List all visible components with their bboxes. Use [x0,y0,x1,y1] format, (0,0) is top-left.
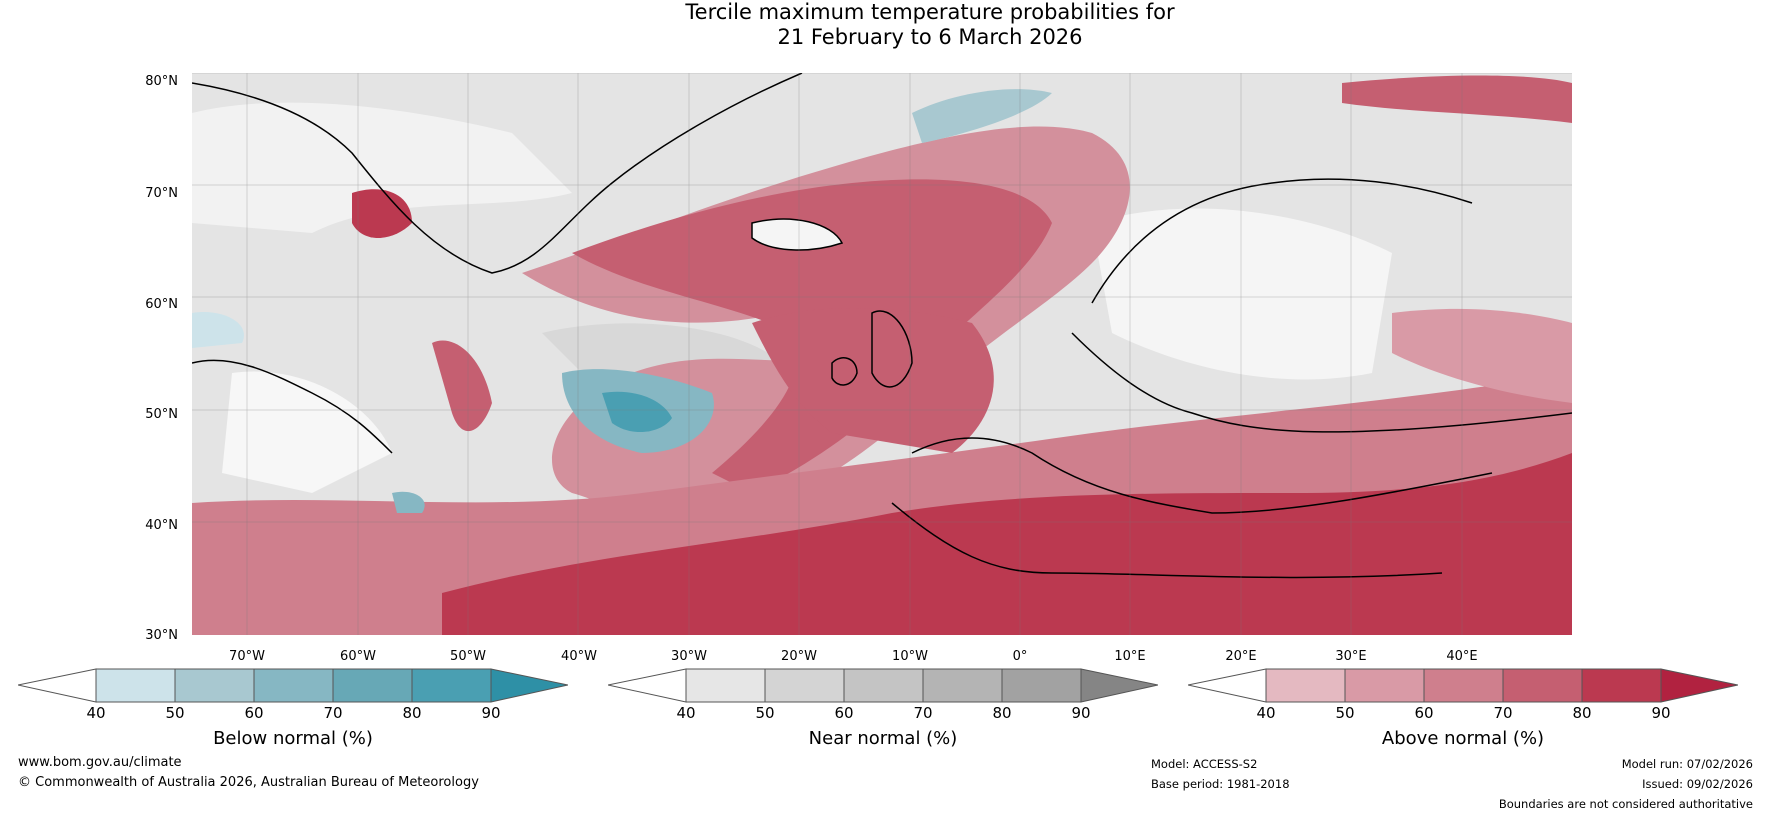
lon-label: 30°W [671,649,707,664]
colorbar-swatch [843,668,924,703]
lon-label: 10°E [1114,649,1146,664]
colorbar-tick: 60 [1414,704,1434,722]
north-america-coast [192,359,393,454]
lon-label: 40°W [561,649,597,664]
near-normal-region [192,102,572,233]
footer-copyright: © Commonwealth of Australia 2026, Austra… [18,775,479,790]
colorbar-label: Below normal (%) [213,728,373,749]
probability-map[interactable] [192,73,1572,635]
colorbar-tick: 80 [1572,704,1592,722]
lon-label: 10°W [892,649,928,664]
colorbar-swatch [764,668,845,703]
above-normal-region [1342,75,1572,123]
colorbar-tick: 40 [1256,704,1276,722]
lon-label: 60°W [340,649,376,664]
colorbar-max-arrow [1660,668,1738,703]
lon-label: 70°W [229,649,265,664]
colorbar-swatch [1265,668,1346,703]
colorbar-swatch [95,668,176,703]
britain-coast [871,310,913,388]
colorbar-swatch [1581,668,1662,703]
lat-label: 70°N [145,186,178,201]
colorbar-swatch [685,668,766,703]
footer-model: Model: ACCESS-S2 [1151,757,1258,771]
greenland-coast [192,73,803,274]
footer-base-period: Base period: 1981-2018 [1151,777,1290,791]
colorbar-swatches [1188,668,1738,703]
lat-label: 60°N [145,297,178,312]
lat-label: 30°N [145,628,178,643]
above-normal-colorbar: 40 50 60 70 80 90 Above normal (%) [1188,668,1738,749]
lon-label: 40°E [1446,649,1478,664]
colorbar-swatch [1001,668,1082,703]
colorbar-min-arrow [18,668,97,703]
colorbar-max-arrow [490,668,568,703]
colorbar-tick: 70 [1493,704,1513,722]
footer-model-run: Model run: 07/02/2026 [1621,757,1753,771]
colorbar-swatch [411,668,492,703]
colorbar-tick: 80 [402,704,422,722]
colorbar-tick: 80 [992,704,1012,722]
colorbar-label: Above normal (%) [1381,728,1545,749]
colorbar-swatch [1423,668,1504,703]
iceland-coast [751,218,844,251]
colorbar-tick: 70 [913,704,933,722]
graticule [192,73,1572,635]
near-normal-region [222,371,392,493]
colorbar-tick: 90 [481,704,501,722]
lat-label: 50°N [145,407,178,422]
map-canvas [192,73,1572,635]
colorbar-tick: 90 [1651,704,1671,722]
ireland-coast [831,357,858,386]
lon-label: 20°W [781,649,817,664]
title-line-2: 21 February to 6 March 2026 [777,25,1083,49]
chart-title: Tercile maximum temperature probabilitie… [0,0,1770,50]
europe-coast [1071,178,1572,433]
colorbar-swatch [253,668,334,703]
below-normal-region [602,391,672,433]
mediterranean-coast [891,437,1493,579]
colorbar-swatches [608,668,1158,703]
colorbar-min-arrow [608,668,687,703]
colorbar-swatch [174,668,255,703]
colorbar-min-arrow [1188,668,1267,703]
colorbar-tick: 90 [1071,704,1091,722]
below-normal-colorbar: 40 50 60 70 80 90 Below normal (%) [18,668,568,749]
footer-url[interactable]: www.bom.gov.au/climate [18,755,182,770]
footer-disclaimer: Boundaries are not considered authoritat… [1498,797,1753,811]
colorbar-tick: 40 [86,704,106,722]
below-normal-region [192,312,244,348]
colorbar-swatch [332,668,413,703]
colorbar-tick: 60 [244,704,264,722]
colorbar-swatch [1344,668,1425,703]
near-normal-colorbar: 40 50 60 70 80 90 Near normal (%) [608,668,1158,749]
lon-label: 30°E [1335,649,1367,664]
above-normal-region [442,453,1572,635]
colorbar-swatches [18,668,568,703]
lon-label: 0° [1012,649,1028,664]
colorbar-swatch [922,668,1003,703]
colorbar-label: Near normal (%) [808,728,958,749]
near-normal-region [1092,208,1392,380]
above-normal-region [432,340,492,432]
colorbar-tick: 40 [676,704,696,722]
colorbar-tick: 70 [323,704,343,722]
below-normal-region [912,89,1052,143]
above-normal-region [352,189,412,238]
above-normal-region [1392,308,1572,403]
title-line-1: Tercile maximum temperature probabilitie… [685,0,1175,24]
lat-label: 40°N [145,518,178,533]
colorbar-tick: 50 [755,704,775,722]
colorbar-tick: 60 [834,704,854,722]
lon-label: 20°E [1225,649,1257,664]
lon-label: 50°W [450,649,486,664]
colorbar-max-arrow [1080,668,1158,703]
colorbar-tick: 50 [1335,704,1355,722]
lat-label: 80°N [145,74,178,89]
colorbar-swatch [1502,668,1583,703]
below-normal-region [392,491,425,513]
colorbar-tick: 50 [165,704,185,722]
above-normal-region [752,308,994,453]
footer-issued: Issued: 09/02/2026 [1642,777,1753,791]
